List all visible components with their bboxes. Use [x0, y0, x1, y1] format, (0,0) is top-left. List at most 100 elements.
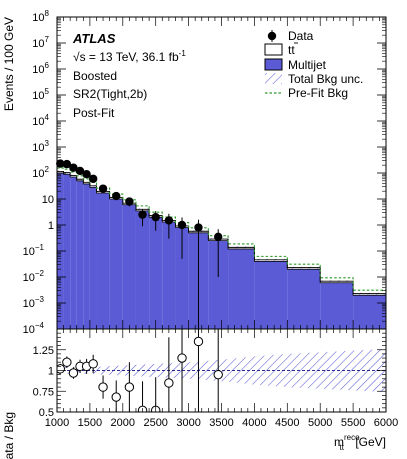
- multijet-bar: [149, 217, 163, 329]
- data-point: [151, 212, 160, 222]
- multijet-bar: [89, 187, 97, 329]
- ratio-y-tick-label: 1.25: [33, 345, 54, 357]
- legend-prefit-label: Pre-Fit Bkg: [288, 86, 348, 100]
- data-point: [194, 223, 203, 232]
- ratio-point: [164, 378, 174, 388]
- multijet-bar: [254, 261, 288, 329]
- data-point: [56, 159, 65, 168]
- legend-multijet-label: Multijet: [288, 58, 327, 72]
- top-histogram-group: [57, 167, 386, 329]
- x-tick-label: 2500: [143, 417, 167, 429]
- x-tick-label: 5500: [341, 417, 365, 429]
- ratio-point: [111, 392, 121, 402]
- ratio-point: [124, 382, 135, 392]
- legend-unc-label: Total Bkg unc.: [288, 72, 363, 86]
- ratio-y-tick-label: 1: [48, 366, 54, 378]
- legend-unc-swatch: [265, 73, 282, 84]
- data-point: [88, 174, 98, 183]
- ratio-point: [62, 357, 72, 367]
- top-y-axis-title: Events / 100 GeV: [2, 17, 16, 111]
- multijet-bar: [76, 180, 84, 329]
- prefit-bkg-line: [57, 167, 386, 291]
- ratio-point: [177, 353, 187, 363]
- legend-data-label: Data: [288, 29, 314, 43]
- region-label-boosted: Boosted: [73, 69, 117, 83]
- multijet-bar: [83, 183, 90, 329]
- x-axis-title-sub: tt: [340, 443, 345, 452]
- ratio-y-axis-title: Data / Bkg: [2, 412, 16, 459]
- multijet-bar: [228, 248, 255, 329]
- ratio-point: [213, 369, 223, 380]
- ratio-unc-band: [57, 348, 386, 393]
- x-tick-label: 1000: [45, 417, 69, 429]
- top-y-tick-label: 106: [32, 61, 49, 76]
- x-tick-label: 1500: [78, 417, 102, 429]
- multijet-bar: [162, 222, 176, 329]
- ratio-point: [193, 336, 204, 347]
- ratio-point: [88, 359, 98, 369]
- multijet-bar: [208, 240, 229, 329]
- ratio-panel: 0.5 0.75 1 1.25 1000 1500 2000 2500 3000 3500 4000…: [33, 328, 398, 429]
- x-tick-label: 4500: [275, 417, 299, 429]
- multijet-bar: [320, 282, 354, 329]
- top-y-tick-label: 104: [32, 113, 49, 128]
- x-tick-label: 4000: [242, 417, 266, 429]
- x-tick-label: 5000: [308, 417, 332, 429]
- data-point: [75, 166, 85, 176]
- legend-ttbar-swatch: [264, 43, 283, 56]
- x-axis-title: mreco tt [GeV]: [334, 433, 386, 452]
- top-y-tick-label: 10−3: [23, 295, 45, 310]
- top-y-tick-label: 10−4: [23, 321, 45, 336]
- multijet-bar: [122, 204, 136, 329]
- data-point: [62, 159, 72, 169]
- legend: Data tt Multijet Total Bkg unc. Pre-Fit …: [264, 29, 363, 100]
- multijet-bar: [70, 177, 77, 329]
- ratio-y-tick-label: 0.5: [39, 407, 54, 419]
- region-label-postfit: Post-Fit: [73, 106, 115, 120]
- data-point: [164, 216, 174, 225]
- top-y-tick-label: 10−2: [23, 269, 45, 284]
- top-panel: 10−4 10−3 10−2 10−11 10 102 103 104 105 106 107 108: [23, 9, 387, 336]
- data-point: [214, 232, 223, 242]
- legend-multijet-swatch: [264, 58, 283, 71]
- top-y-tick-label: 108: [32, 9, 49, 24]
- x-tick-label: 3000: [176, 417, 200, 429]
- top-y-tick-label: 103: [32, 139, 49, 154]
- x-axis-title-unit: [GeV]: [352, 435, 386, 449]
- x-axis-title-base: m: [334, 435, 344, 449]
- multijet-bar: [109, 199, 123, 329]
- top-y-tick-label: 105: [32, 87, 49, 102]
- data-point: [98, 184, 108, 193]
- energy-text: √s = 13 TeV, 36.1 fb: [73, 50, 179, 64]
- multijet-bar: [175, 227, 189, 329]
- legend-ttbar-label: tt: [288, 43, 295, 57]
- x-axis-title-sup: reco: [344, 433, 360, 442]
- multijet-bar: [287, 269, 321, 329]
- x-tick-label: 2000: [111, 417, 135, 429]
- annotation-block: ATLAS √s = 13 TeV, 36.1 fb-1 Boosted SR2…: [72, 31, 186, 120]
- top-y-tick-label: 102: [32, 165, 49, 180]
- top-y-tick-label: 10−1: [23, 243, 45, 258]
- multijet-bar: [135, 210, 150, 329]
- energy-sup: -1: [179, 49, 187, 58]
- ratio-point: [57, 364, 65, 374]
- top-y-tick-label: 10: [42, 194, 54, 206]
- ratio-group: [57, 329, 386, 412]
- data-point: [69, 163, 78, 172]
- energy-label: √s = 13 TeV, 36.1 fb-1: [73, 49, 186, 64]
- ratio-y-tick-label: 0.75: [33, 386, 54, 398]
- multijet-bar: [96, 193, 110, 329]
- ratio-point: [98, 382, 108, 392]
- top-y-tick-label: 107: [32, 35, 49, 50]
- ratio-point: [68, 368, 79, 378]
- data-point: [82, 169, 91, 179]
- data-point: [125, 197, 134, 206]
- data-point: [112, 191, 121, 201]
- region-label-sr: SR2(Tight,2b): [73, 87, 147, 101]
- multijet-bar: [353, 295, 386, 329]
- top-y-tick-label: 1: [48, 220, 54, 232]
- multijet-bar: [63, 174, 71, 329]
- x-tick-label: 6000: [374, 417, 398, 429]
- data-point: [138, 210, 147, 219]
